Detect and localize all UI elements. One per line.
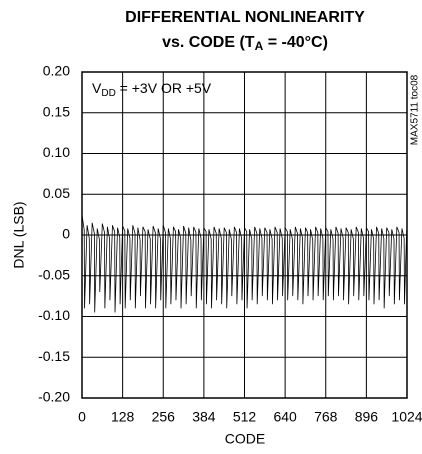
subtitle-subscript: A — [255, 39, 264, 53]
x-tick-label: 256 — [152, 409, 176, 425]
side-label: MAX5711 toc08 — [410, 74, 421, 145]
x-axis-label: CODE — [225, 431, 265, 447]
data-line — [81, 214, 408, 313]
chart-subtitle: vs. CODE (TA = -40°C) — [162, 34, 328, 53]
subtitle-part: vs. CODE (T — [162, 34, 255, 51]
x-tick-label: 512 — [233, 409, 257, 425]
y-tick-label: -0.05 — [38, 266, 70, 282]
annotation: VDD = +3V OR +5V — [92, 80, 212, 99]
y-axis-label: DNL (LSB) — [11, 201, 27, 268]
y-tick-label: -0.20 — [38, 389, 70, 405]
x-tick-label: 1024 — [391, 409, 422, 425]
x-tick-label: 896 — [355, 409, 379, 425]
y-tick-label: 0.20 — [43, 63, 70, 79]
x-tick-label: 640 — [273, 409, 297, 425]
x-tick-label: 768 — [314, 409, 338, 425]
annotation-part: = +3V OR +5V — [116, 80, 212, 96]
y-tick-label: 0.15 — [43, 103, 70, 119]
x-tick-label: 128 — [111, 409, 135, 425]
y-tick-label: 0 — [62, 226, 70, 242]
y-tick-label: 0.10 — [43, 144, 70, 160]
y-tick-label: 0.05 — [43, 185, 70, 201]
x-tick-label: 384 — [192, 409, 216, 425]
chart-title: DIFFERENTIAL NONLINEARITY — [125, 9, 365, 26]
annotation-subscript: DD — [101, 88, 115, 99]
y-tick-label: -0.10 — [38, 307, 70, 323]
subtitle-part: = -40°C) — [263, 34, 328, 51]
y-tick-label: -0.15 — [38, 348, 70, 364]
x-tick-label: 0 — [78, 409, 86, 425]
plot-frame — [81, 71, 408, 399]
annotation-part: V — [92, 80, 102, 96]
